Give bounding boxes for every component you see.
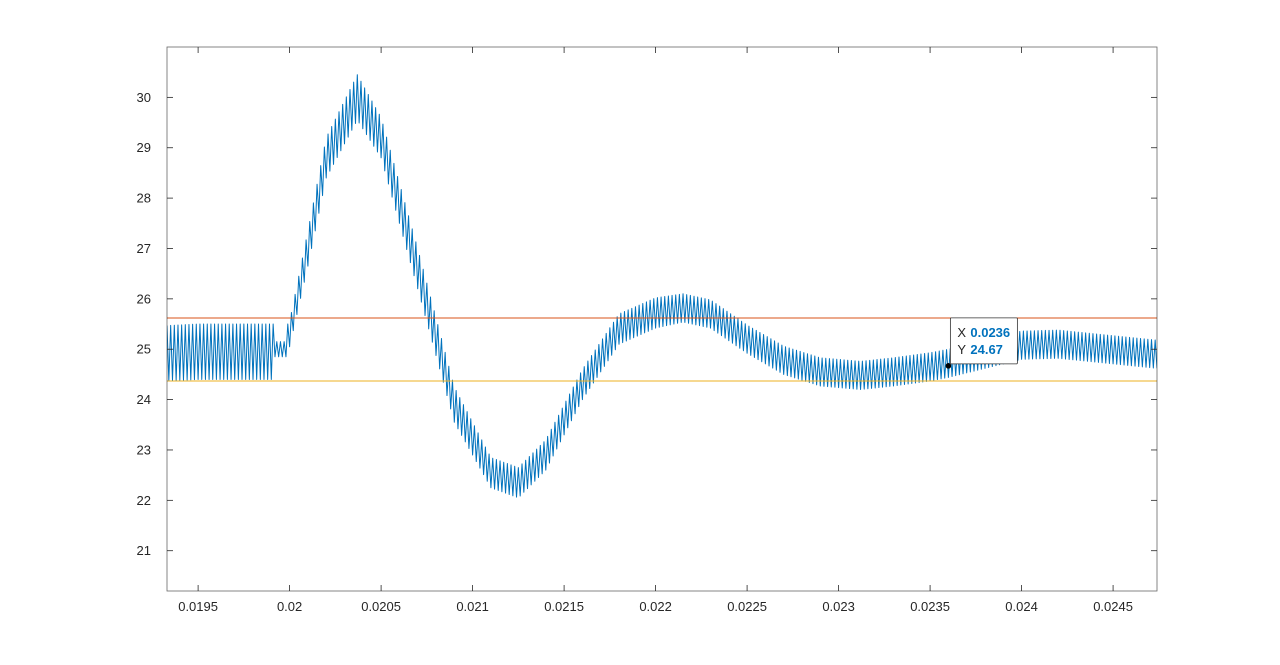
x-tick-label: 0.02 (277, 599, 302, 614)
y-tick-label: 22 (137, 493, 151, 508)
y-tick-label: 24 (137, 392, 151, 407)
y-tick-label: 30 (137, 90, 151, 105)
y-tick-label: 23 (137, 442, 151, 457)
y-tick-label: 26 (137, 291, 151, 306)
x-tick-label: 0.0215 (544, 599, 584, 614)
datatip-x-value: 0.0236 (970, 325, 1010, 340)
x-tick-label: 0.0235 (910, 599, 950, 614)
x-tick-label: 0.021 (456, 599, 489, 614)
y-tick-label: 28 (137, 191, 151, 206)
axes-box (166, 46, 1158, 592)
x-tick-label: 0.0195 (178, 599, 218, 614)
datatip-y-value: 24.67 (970, 342, 1003, 357)
x-tick-label: 0.0205 (361, 599, 401, 614)
y-tick-label: 21 (137, 543, 151, 558)
datatip-box (949, 317, 1018, 365)
x-tick-label: 0.0245 (1093, 599, 1133, 614)
datatip[interactable]: X 0.0236 Y 24.67 (945, 317, 1018, 369)
datatip-marker[interactable] (945, 363, 952, 369)
datatip-y-key: Y (957, 342, 966, 357)
y-tick-label: 25 (137, 342, 151, 357)
x-axis: 0.0195 0.02 0.0205 0.021 0.0215 0.022 0.0225 0.… (178, 47, 1133, 614)
y-tick-label: 27 (137, 241, 151, 256)
x-tick-label: 0.022 (639, 599, 672, 614)
x-tick-label: 0.024 (1005, 599, 1038, 614)
y-tick-label: 29 (137, 140, 151, 155)
x-tick-label: 0.023 (822, 599, 855, 614)
datatip-x-key: X (957, 325, 966, 340)
x-tick-label: 0.0225 (727, 599, 767, 614)
y-axis: 21 22 23 24 25 26 27 28 29 30 (137, 90, 1157, 558)
